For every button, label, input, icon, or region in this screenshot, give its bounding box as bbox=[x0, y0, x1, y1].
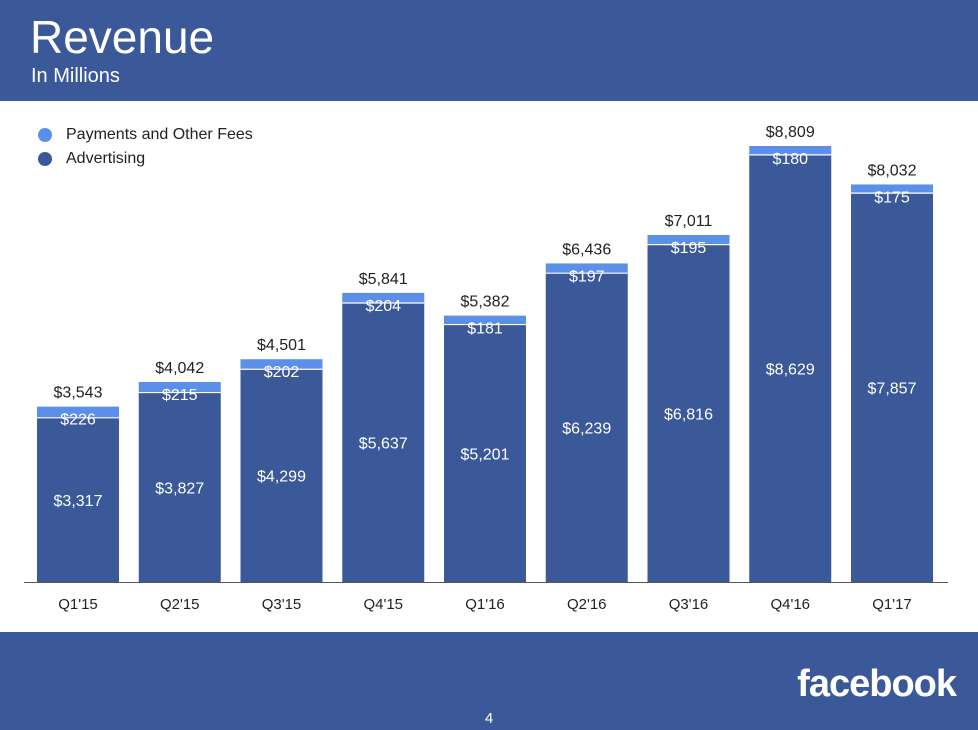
bar-advertising bbox=[342, 302, 425, 582]
header-band: Revenue In Millions bbox=[0, 0, 978, 101]
data-label-total: $8,032 bbox=[868, 162, 917, 179]
x-tick-label: Q4'15 bbox=[363, 596, 403, 613]
data-label-advertising: $5,637 bbox=[359, 435, 408, 452]
data-label-advertising: $3,827 bbox=[155, 480, 204, 497]
footer-band: facebook 4 bbox=[0, 632, 978, 730]
data-label-advertising: $8,629 bbox=[766, 361, 815, 378]
data-label-total: $4,501 bbox=[257, 337, 306, 354]
data-label-advertising: $7,857 bbox=[868, 381, 917, 398]
data-label-payments: $175 bbox=[874, 189, 910, 206]
revenue-bar-chart: $226 $3,317 $3,543 Q1'15 $215 $3,827 $4,042 Q2'… bbox=[24, 124, 948, 613]
data-label-advertising: $4,299 bbox=[257, 469, 306, 486]
data-label-payments: $195 bbox=[671, 240, 707, 257]
bar-payments bbox=[749, 146, 832, 155]
legend-item-advertising: Advertising bbox=[38, 147, 253, 171]
bar-payments bbox=[647, 234, 730, 245]
data-label-total: $4,042 bbox=[155, 360, 204, 377]
data-label-payments: $202 bbox=[264, 364, 300, 381]
bar-payments bbox=[37, 406, 119, 418]
data-label-advertising: $5,201 bbox=[461, 446, 510, 463]
data-label-payments: $204 bbox=[365, 298, 401, 315]
legend-item-payments: Payments and Other Fees bbox=[38, 123, 253, 147]
bar-advertising bbox=[138, 392, 221, 582]
data-label-total: $8,809 bbox=[766, 124, 815, 141]
x-tick-label: Q2'16 bbox=[567, 596, 607, 613]
bar-advertising bbox=[749, 154, 832, 583]
bar-advertising bbox=[647, 244, 730, 583]
x-tick-label: Q2'15 bbox=[160, 596, 200, 613]
bar-payments bbox=[240, 359, 323, 370]
legend-label-advertising: Advertising bbox=[66, 150, 146, 167]
bar-advertising bbox=[444, 324, 526, 582]
bar-payments bbox=[138, 381, 221, 393]
x-tick-label: Q1'17 bbox=[872, 596, 912, 613]
data-label-payments: $215 bbox=[162, 387, 198, 404]
page-title: Revenue bbox=[30, 11, 215, 63]
x-tick-label: Q3'16 bbox=[669, 596, 709, 613]
data-label-payments: $197 bbox=[569, 268, 605, 285]
legend-label-payments: Payments and Other Fees bbox=[66, 126, 253, 143]
bar-advertising bbox=[240, 369, 323, 582]
page-subtitle: In Millions bbox=[31, 65, 120, 87]
data-label-total: $5,841 bbox=[359, 271, 408, 288]
data-label-payments: $180 bbox=[772, 151, 808, 168]
data-label-total: $5,382 bbox=[461, 294, 510, 311]
x-tick-label: Q4'16 bbox=[770, 596, 810, 613]
data-label-advertising: $6,239 bbox=[562, 421, 611, 438]
bar-advertising bbox=[37, 417, 119, 582]
bar-payments bbox=[342, 292, 425, 303]
bar-payments bbox=[545, 263, 628, 274]
data-label-advertising: $3,317 bbox=[54, 493, 103, 510]
bar-advertising bbox=[545, 273, 628, 582]
legend-swatch-payments bbox=[38, 128, 52, 142]
data-label-total: $7,011 bbox=[665, 213, 713, 230]
x-tick-label: Q1'15 bbox=[58, 596, 98, 613]
bar-advertising bbox=[851, 193, 933, 582]
data-label-payments: $226 bbox=[60, 412, 96, 429]
facebook-logo: facebook bbox=[797, 663, 957, 705]
bar-payments bbox=[444, 315, 526, 325]
data-label-total: $3,543 bbox=[54, 385, 103, 402]
legend-swatch-advertising bbox=[38, 152, 52, 166]
x-tick-label: Q1'16 bbox=[465, 596, 505, 613]
x-tick-label: Q3'15 bbox=[262, 596, 302, 613]
page-number: 4 bbox=[484, 710, 494, 727]
chart-legend: Payments and Other Fees Advertising bbox=[38, 123, 253, 171]
data-label-advertising: $6,816 bbox=[664, 406, 713, 423]
data-label-payments: $181 bbox=[467, 321, 503, 338]
data-label-total: $6,436 bbox=[562, 241, 611, 258]
bar-payments bbox=[851, 184, 933, 194]
